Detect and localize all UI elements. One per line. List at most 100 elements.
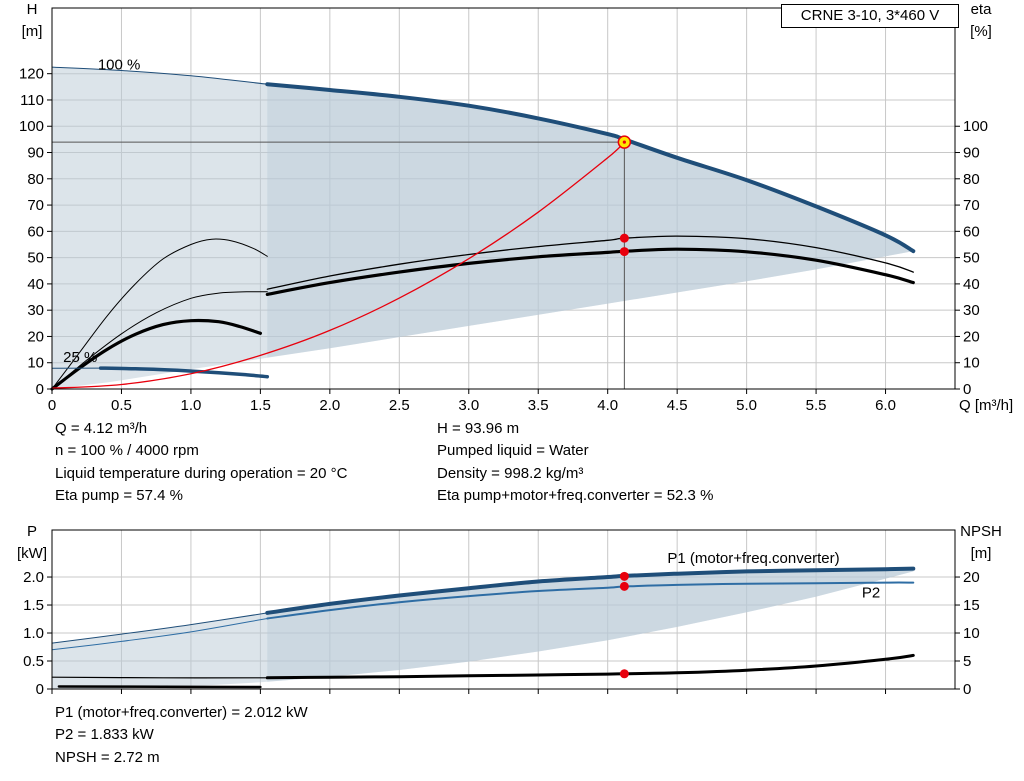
svg-text:6.0: 6.0 — [875, 397, 896, 414]
svg-text:40: 40 — [963, 276, 980, 293]
svg-text:110: 110 — [20, 92, 44, 109]
svg-text:30: 30 — [963, 302, 980, 319]
p2-curve-label: P2 — [862, 585, 880, 602]
svg-text:4.0: 4.0 — [597, 397, 618, 414]
svg-text:3.5: 3.5 — [528, 397, 549, 414]
svg-text:20: 20 — [963, 569, 980, 586]
plot-border — [51, 529, 956, 690]
svg-text:10: 10 — [963, 355, 980, 372]
svg-text:80: 80 — [27, 171, 44, 188]
svg-text:H: H — [27, 1, 38, 18]
svg-text:1.5: 1.5 — [250, 397, 271, 414]
svg-text:[m]: [m] — [22, 23, 43, 40]
svg-text:0.5: 0.5 — [111, 397, 132, 414]
operating-envelope-main — [267, 84, 914, 358]
pump-model-title: CRNE 3-10, 3*460 V — [781, 4, 959, 28]
qh-eta-chart: 0 0.5 1.0 1.5 2.0 2.5 3.0 3.5 4.0 4.5 5.0 5.5 6.0 0 10… — [19, 1, 1013, 414]
duty-readout-left: Q = 4.12 m³/h n = 100 % / 4000 rpm Liqui… — [55, 418, 347, 508]
npsh-curve-left — [51, 676, 268, 679]
p1-point — [619, 571, 629, 581]
svg-text:10: 10 — [27, 355, 44, 372]
readout-density: Density = 998.2 kg/m³ — [437, 464, 584, 482]
svg-text:15: 15 — [963, 597, 980, 614]
readout-eta-total: Eta pump+motor+freq.converter = 52.3 % — [437, 487, 714, 505]
svg-text:20: 20 — [27, 328, 44, 345]
svg-text:2.5: 2.5 — [389, 397, 410, 414]
svg-text:90: 90 — [963, 145, 980, 162]
eta-25-arc-thick — [50, 318, 262, 391]
svg-text:1.5: 1.5 — [23, 597, 44, 614]
svg-text:[kW]: [kW] — [17, 545, 47, 562]
p1-curve-thin — [51, 612, 268, 644]
svg-text:eta: eta — [971, 1, 993, 18]
svg-text:70: 70 — [27, 197, 44, 214]
eta-pump-point — [619, 233, 629, 243]
eta-total-point — [619, 247, 629, 257]
readout-pumped-liquid: Pumped liquid = Water — [437, 442, 589, 460]
svg-text:2.0: 2.0 — [23, 569, 44, 586]
pump-curve-100-thin — [51, 66, 268, 85]
svg-text:5: 5 — [963, 653, 971, 670]
svg-text:100: 100 — [963, 118, 988, 135]
p2-curve-thin — [51, 618, 268, 651]
svg-text:50: 50 — [27, 250, 44, 267]
svg-text:0: 0 — [48, 397, 56, 414]
svg-text:0: 0 — [963, 381, 971, 398]
power-readout: P1 (motor+freq.converter) = 2.012 kW P2 … — [55, 702, 308, 769]
svg-text:4.5: 4.5 — [667, 397, 688, 414]
npsh-point — [619, 669, 629, 679]
p1-curve — [265, 566, 916, 615]
power-envelope-light — [52, 568, 914, 689]
eta-pump-curve — [266, 235, 914, 290]
svg-text:[m]: [m] — [971, 545, 992, 562]
svg-text:P: P — [27, 523, 37, 540]
npsh-curve — [265, 653, 915, 680]
eta-25-arc-thin — [51, 238, 268, 390]
duty-readout-right: H = 93.96 m Pumped liquid = Water Densit… — [437, 418, 713, 508]
svg-text:60: 60 — [963, 223, 980, 240]
speed-100-label: 100 % — [98, 57, 141, 74]
svg-text:10: 10 — [963, 625, 980, 642]
svg-text:NPSH: NPSH — [960, 523, 1002, 540]
svg-text:[%]: [%] — [970, 23, 992, 40]
svg-text:40: 40 — [27, 276, 44, 293]
plot-border — [51, 7, 956, 390]
svg-text:0.5: 0.5 — [23, 653, 44, 670]
svg-text:0: 0 — [36, 681, 44, 698]
duty-point-center — [622, 140, 626, 144]
readout-liquid-temperature: Liquid temperature during operation = 20… — [55, 464, 348, 482]
svg-text:1.0: 1.0 — [180, 397, 201, 414]
svg-text:20: 20 — [963, 328, 980, 345]
speed-25-label: 25 % — [63, 349, 97, 366]
p2-point — [619, 581, 629, 591]
p-25-curve — [57, 685, 262, 689]
power-envelope-main — [267, 568, 914, 682]
operating-envelope-light — [52, 67, 914, 389]
pump-curve-100 — [265, 82, 916, 254]
eta-total-curve — [265, 247, 915, 296]
svg-text:120: 120 — [19, 66, 44, 83]
power-npsh-chart: 0 0.5 1.0 1.5 2.0 0 5 10 15 20 P [kW] NPSH [m] P1 (mot… — [17, 523, 1002, 698]
svg-text:90: 90 — [27, 145, 44, 162]
svg-text:50: 50 — [963, 250, 980, 267]
eta-25-arc-mid — [51, 291, 268, 390]
system-curve — [51, 141, 626, 389]
p1-curve-label: P1 (motor+freq.converter) — [667, 550, 839, 567]
readout-flow: Q = 4.12 m³/h — [55, 420, 148, 437]
readout-p1: P1 (motor+freq.converter) = 2.012 kW — [55, 704, 308, 721]
svg-text:100: 100 — [19, 118, 44, 135]
svg-text:70: 70 — [963, 197, 980, 214]
svg-text:60: 60 — [27, 223, 44, 240]
readout-speed: n = 100 % / 4000 rpm — [55, 442, 199, 460]
readout-eta-pump: Eta pump = 57.4 % — [55, 487, 183, 505]
svg-text:Q [m³/h]: Q [m³/h] — [959, 397, 1013, 414]
svg-text:0: 0 — [36, 381, 44, 398]
svg-text:2.0: 2.0 — [319, 397, 340, 414]
svg-text:30: 30 — [27, 302, 44, 319]
svg-text:1.0: 1.0 — [23, 625, 44, 642]
svg-text:3.0: 3.0 — [458, 397, 479, 414]
axes: 0 0.5 1.0 1.5 2.0 0 5 10 15 20 P [kW] NPSH [m] — [17, 523, 1002, 698]
readout-npsh: NPSH = 2.72 m — [55, 748, 160, 766]
